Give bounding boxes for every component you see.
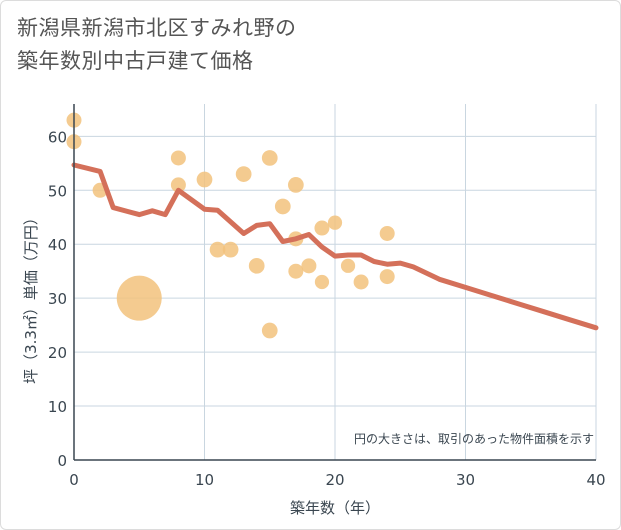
data-point-8: [222, 241, 239, 258]
y-tick-label-0: 0: [57, 452, 67, 470]
chart-title: 新潟県新潟市北区すみれ野の 築年数別中古戸建て価格: [17, 12, 297, 78]
data-points: [66, 112, 395, 339]
data-point-19: [314, 274, 330, 290]
y-tick-label-30: 30: [48, 290, 67, 308]
data-point-18: [314, 220, 330, 236]
data-point-3: [116, 275, 162, 321]
axes: [73, 104, 596, 461]
size-note: 円の大きさは、取引のあった物件面積を示す: [354, 431, 594, 446]
data-point-7: [209, 241, 226, 258]
x-tick-label-30: 30: [456, 471, 475, 489]
trend-line: [71, 162, 599, 331]
y-tick-label-20: 20: [48, 344, 67, 362]
title-line-1: 新潟県新潟市北区すみれ野の: [17, 16, 297, 40]
data-point-17: [301, 258, 317, 274]
data-point-11: [261, 150, 278, 166]
y-tick-label-60: 60: [48, 128, 67, 146]
data-point-4: [170, 150, 186, 166]
data-point-13: [274, 198, 291, 215]
title-line-2: 築年数別中古戸建て価格: [17, 49, 254, 73]
y-tick-label-10: 10: [48, 398, 67, 416]
y-tick-label-50: 50: [48, 182, 67, 200]
data-point-23: [379, 225, 395, 241]
y-tick-label-40: 40: [48, 236, 67, 254]
data-point-9: [235, 166, 252, 182]
data-point-21: [340, 258, 356, 273]
data-point-6: [196, 171, 213, 188]
data-point-22: [353, 274, 369, 290]
x-tick-label-20: 20: [325, 471, 344, 489]
data-point-14: [287, 177, 304, 193]
x-tick-label-40: 40: [586, 471, 605, 489]
data-point-5: [170, 177, 186, 193]
tick-labels: 0 10 20 30 40 0 10 20 30 40 50 60: [48, 128, 606, 489]
data-point-24: [379, 269, 395, 285]
y-axis-title: 坪（3.3㎡）単価（万円）: [22, 210, 40, 384]
data-point-16: [288, 263, 304, 279]
x-tick-label-10: 10: [195, 471, 214, 489]
data-point-12: [261, 322, 278, 339]
data-point-10: [248, 257, 265, 274]
data-point-20: [327, 215, 343, 230]
x-axis-title: 築年数（年）: [290, 499, 380, 517]
x-tick-label-0: 0: [69, 471, 79, 489]
